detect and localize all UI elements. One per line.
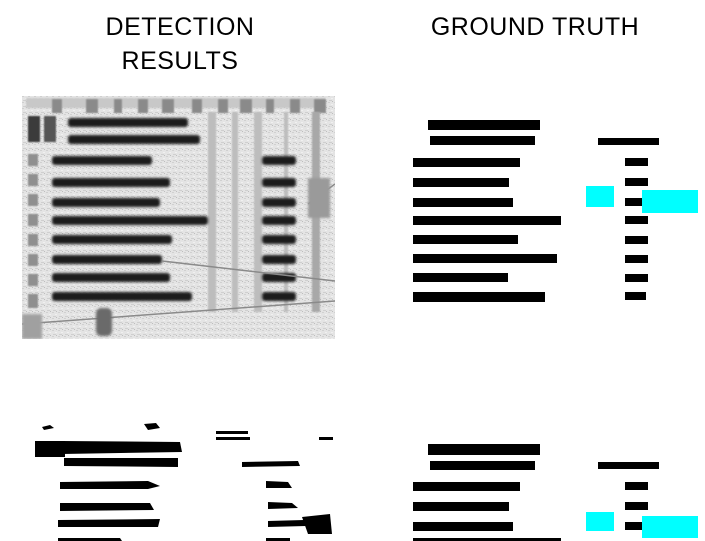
highlight-region (586, 186, 614, 207)
ground-truth-top-image (413, 120, 698, 302)
detection-binary-image (35, 423, 333, 541)
highlight-region (642, 516, 698, 538)
detection-scan-panel (22, 96, 335, 339)
ground-truth-bottom-panel (410, 440, 705, 541)
detection-scan-image (22, 96, 335, 339)
highlight-region (586, 512, 614, 531)
ground-truth-heading: GROUND TRUTH (430, 13, 640, 41)
ground-truth-top-panel (410, 116, 705, 308)
detection-results-heading: DETECTION RESULTS (105, 13, 255, 75)
ground-truth-bottom-image (413, 444, 698, 541)
highlight-region (642, 190, 698, 213)
detection-binary-panel (30, 420, 350, 541)
